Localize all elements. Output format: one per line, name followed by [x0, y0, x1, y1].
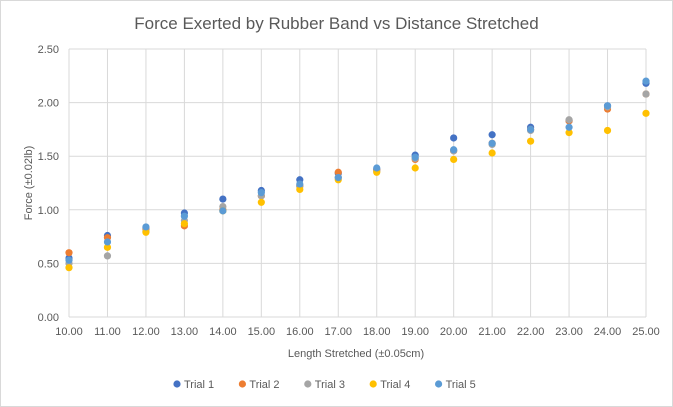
data-point	[142, 223, 150, 231]
data-point	[565, 116, 573, 124]
data-point	[642, 77, 650, 85]
legend-label: Trial 1	[184, 379, 214, 391]
data-point	[527, 125, 535, 133]
data-point	[527, 137, 535, 145]
legend-label: Trial 2	[249, 379, 279, 391]
legend-label: Trial 4	[380, 379, 410, 391]
series-3	[65, 90, 650, 267]
data-point	[103, 243, 112, 251]
y-tick-label: 1.50	[38, 151, 59, 163]
data-point	[65, 249, 73, 257]
data-point	[450, 155, 458, 164]
x-tick-label: 13.00	[171, 326, 199, 338]
y-axis-ticks: 0.00 0.50 1.00 1.50 2.00 2.50	[38, 44, 59, 324]
series-4	[65, 109, 650, 272]
x-tick-label: 24.00	[594, 326, 622, 338]
chart-title: Force Exerted by Rubber Band vs Distance…	[134, 14, 538, 33]
data-point	[257, 198, 265, 206]
x-tick-label: 15.00	[248, 326, 276, 338]
data-point	[219, 207, 227, 215]
data-point	[334, 168, 342, 176]
x-tick-label: 12.00	[132, 326, 160, 338]
x-tick-label: 10.00	[55, 326, 83, 338]
x-tick-label: 22.00	[517, 326, 545, 338]
y-tick-label: 0.50	[38, 258, 59, 270]
legend-item: Trial 4	[369, 379, 410, 391]
data-point	[180, 212, 188, 220]
data-point	[450, 146, 458, 154]
y-tick-label: 1.00	[38, 205, 59, 217]
data-point	[488, 149, 496, 157]
legend-item: Trial 1	[173, 379, 214, 391]
data-point	[65, 256, 73, 264]
x-tick-label: 16.00	[286, 326, 314, 338]
data-point	[565, 123, 573, 131]
legend-item: Trial 3	[304, 379, 345, 391]
data-point	[642, 90, 650, 98]
x-axis-title: Length Stretched (±0.05cm)	[288, 348, 424, 360]
data-point	[411, 153, 419, 161]
data-point	[103, 238, 112, 246]
legend-label: Trial 3	[315, 379, 345, 391]
data-point	[642, 109, 650, 117]
x-tick-label: 17.00	[325, 326, 353, 338]
data-points	[65, 77, 650, 272]
data-point	[488, 139, 496, 147]
y-tick-label: 2.00	[38, 98, 59, 110]
x-tick-label: 25.00	[632, 326, 660, 338]
x-tick-label: 11.00	[94, 326, 121, 338]
x-tick-label: 19.00	[401, 326, 429, 338]
data-point	[257, 189, 265, 197]
legend-marker	[435, 380, 443, 388]
legend-item: Trial 2	[238, 379, 280, 391]
data-point	[334, 174, 342, 182]
data-point	[142, 228, 150, 236]
data-point	[219, 195, 227, 203]
y-tick-label: 0.00	[38, 312, 59, 324]
data-point	[603, 126, 612, 135]
data-point	[411, 164, 419, 172]
x-tick-label: 23.00	[555, 326, 583, 338]
data-point	[565, 129, 573, 137]
x-axis-ticks: 10.00 11.00 12.00 13.00 14.00 15.00 16.00 17.00…	[55, 326, 660, 338]
data-point	[373, 164, 381, 172]
series-1	[65, 79, 650, 262]
x-tick-label: 21.00	[478, 326, 506, 338]
data-point	[296, 185, 304, 194]
legend-marker	[238, 380, 246, 388]
chart-legend: Trial 1 Trial 2 Trial 3 Trial 4 Trial 5	[173, 379, 476, 391]
series-5	[65, 77, 650, 264]
legend-marker	[173, 380, 181, 388]
x-tick-label: 20.00	[440, 326, 468, 338]
legend-marker	[304, 380, 312, 388]
data-point	[103, 252, 112, 260]
series-2	[65, 90, 650, 257]
data-point	[603, 102, 612, 110]
legend-marker	[369, 380, 377, 388]
x-tick-label: 18.00	[363, 326, 391, 338]
y-axis-title: Force (±0.02lb)	[23, 146, 35, 221]
x-tick-label: 14.00	[209, 326, 237, 338]
y-tick-label: 2.50	[38, 44, 59, 56]
data-point	[180, 220, 188, 228]
data-point	[296, 180, 304, 188]
legend-label: Trial 5	[446, 379, 476, 391]
gridlines	[68, 48, 647, 318]
data-point	[488, 131, 496, 139]
data-point	[65, 264, 73, 272]
data-point	[450, 134, 458, 142]
legend-item: Trial 5	[435, 379, 476, 391]
